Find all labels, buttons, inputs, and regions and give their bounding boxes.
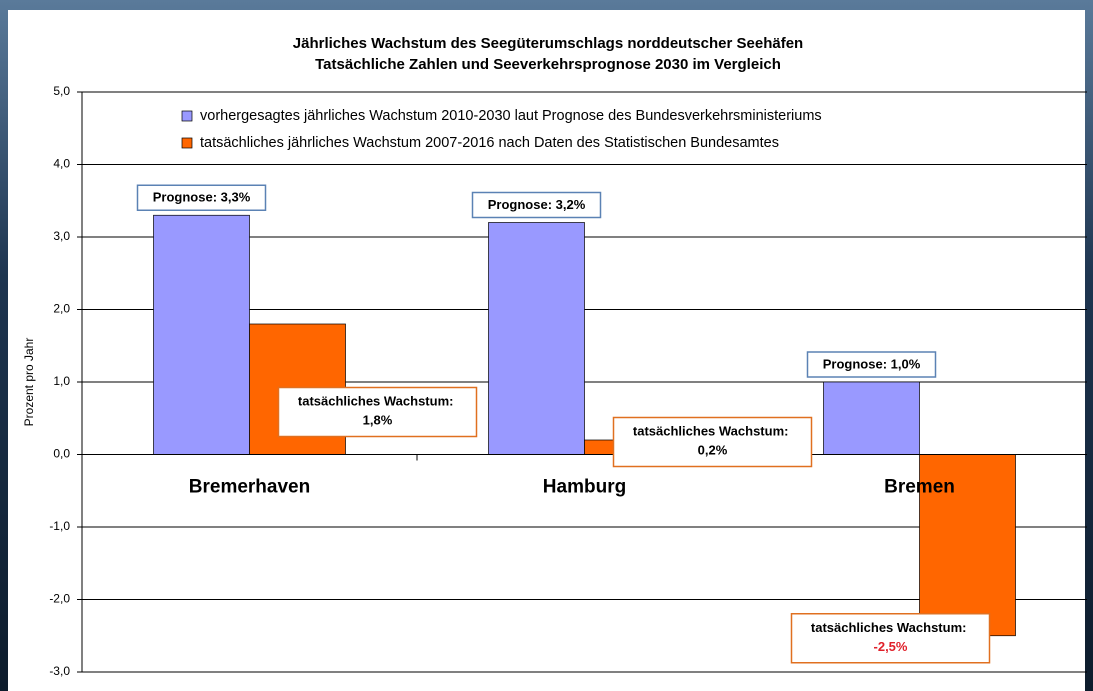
- chart-title: Jährliches Wachstum des Seegüterumschlag…: [293, 35, 803, 52]
- value-label: Prognose: 3,3%: [153, 190, 251, 205]
- y-tick-label: 4,0: [53, 157, 70, 171]
- page: Jährliches Wachstum des Seegüterumschlag…: [0, 0, 1093, 691]
- chart-subtitle: Tatsächliche Zahlen und Seeverkehrsprogn…: [315, 56, 781, 73]
- y-axis-label: Prozent pro Jahr: [22, 338, 36, 427]
- y-tick-label: 0,0: [53, 447, 70, 461]
- value-label: Prognose: 3,2%: [488, 197, 586, 212]
- x-tick-label: Hamburg: [543, 477, 626, 498]
- legend-label: tatsächliches jährliches Wachstum 2007-2…: [200, 135, 779, 151]
- y-tick-label: -3,0: [49, 664, 70, 678]
- y-tick-label: 5,0: [53, 84, 70, 98]
- legend-label: vorhergesagtes jährliches Wachstum 2010-…: [200, 108, 822, 124]
- bar: [824, 382, 920, 455]
- x-tick-label: Bremerhaven: [189, 477, 310, 498]
- x-tick-label: Bremen: [884, 477, 955, 498]
- legend-swatch: [182, 111, 192, 121]
- y-tick-label: -1,0: [49, 519, 70, 533]
- y-tick-label: -2,0: [49, 592, 70, 606]
- chart: Jährliches Wachstum des Seegüterumschlag…: [0, 0, 1093, 691]
- legend-swatch: [182, 138, 192, 148]
- y-tick-label: 3,0: [53, 229, 70, 243]
- bar: [489, 223, 585, 455]
- bar: [154, 215, 250, 454]
- value-label: Prognose: 1,0%: [823, 356, 921, 371]
- y-tick-label: 1,0: [53, 374, 70, 388]
- y-tick-label: 2,0: [53, 302, 70, 316]
